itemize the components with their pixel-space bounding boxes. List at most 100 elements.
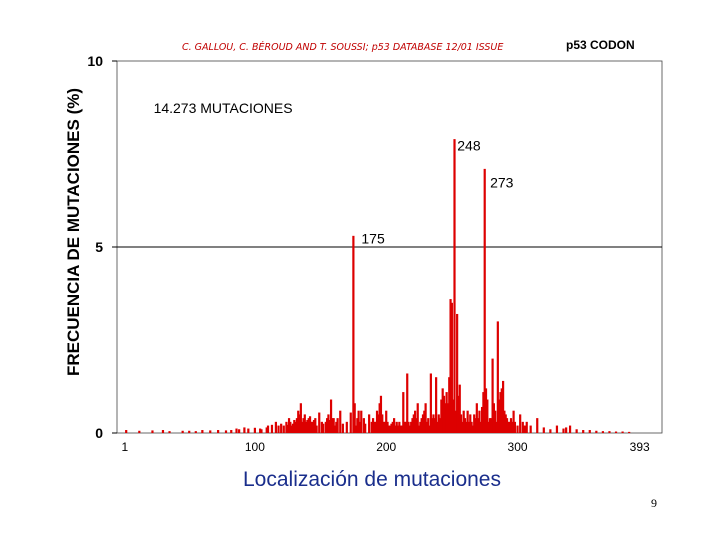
bar-codon-30	[161, 430, 165, 433]
bar-codon-244	[442, 395, 446, 433]
bar-codon-133	[297, 410, 300, 433]
bar-codon-199	[383, 421, 386, 433]
bar-codon-60	[201, 430, 204, 433]
bar-codon-155	[326, 418, 329, 433]
bar-codon-126	[287, 418, 291, 433]
bar-codon-198	[382, 421, 385, 433]
bar-codon-239	[436, 421, 439, 433]
y-tick-label-0: 0	[95, 425, 103, 441]
bar-codon-120	[280, 423, 283, 433]
bar-codon-268	[474, 418, 477, 433]
bar-codon-130	[293, 419, 296, 433]
bar-codon-285	[496, 321, 499, 433]
bar-codon-232	[427, 418, 430, 433]
bar-codon-241	[438, 418, 442, 433]
bar-codon-304	[521, 421, 524, 433]
bar-codon-271	[478, 410, 481, 433]
bar-codon-385	[628, 431, 631, 433]
bar-codon-183	[362, 418, 365, 433]
bar-codon-236	[432, 414, 435, 433]
bar-codon-134	[298, 414, 301, 433]
bar-codon-227	[420, 418, 423, 433]
bar-codon-138	[303, 414, 306, 433]
bar-codon-45	[181, 430, 184, 433]
bar-codon-257	[459, 414, 463, 433]
bar-codon-192	[374, 421, 377, 433]
bar-codon-177	[354, 425, 358, 433]
bar-codon-340	[568, 425, 572, 433]
bar-codon-144	[311, 421, 314, 433]
bar-codon-129	[291, 423, 295, 433]
bar-codon-78	[224, 430, 228, 433]
bar-codon-288	[500, 388, 503, 433]
bar-codon-291	[504, 414, 507, 433]
bar-codon-306	[524, 425, 527, 433]
bar-codon-193	[375, 410, 379, 433]
bar-codon-256	[458, 384, 461, 433]
bar-codon-294	[508, 421, 511, 433]
chart-credit-text: C. GALLOU, C. BÉROUD AND T. SOUSSI; p53 …	[182, 42, 504, 53]
bar-codon-140	[306, 419, 309, 433]
bar-codon-219	[410, 421, 413, 433]
bar-codon-300	[516, 425, 519, 433]
bar-codon-215	[404, 421, 408, 433]
bar-codon-259	[462, 410, 465, 433]
bar-codon-265	[470, 421, 473, 433]
bar-codon-161	[333, 425, 337, 433]
bar-codon-231	[425, 421, 429, 433]
bar-codon-66	[209, 430, 212, 433]
bar-codon-82	[230, 430, 233, 433]
bar-codon-252	[453, 139, 456, 433]
bar-codon-211	[399, 425, 402, 433]
bar-codon-254	[456, 313, 459, 433]
bar-codon-298	[513, 421, 517, 433]
bar-codon-207	[394, 425, 397, 433]
bar-codon-143	[310, 421, 313, 433]
bar-codon-237	[433, 418, 436, 433]
bar-codon-141	[307, 418, 310, 433]
bar-codon-250	[450, 302, 453, 433]
bar-codon-146	[314, 418, 317, 433]
bar-codon-104	[259, 428, 262, 433]
y-tick-label-5: 5	[95, 239, 103, 255]
bar-codon-145	[312, 419, 316, 433]
y-tick-label-10: 10	[87, 53, 103, 69]
bar-codon-201	[386, 421, 389, 433]
x-tick-label-200: 200	[376, 440, 396, 454]
bar-codon-127	[289, 421, 292, 433]
bar-codon-125	[286, 424, 289, 433]
bar-codon-325	[549, 429, 552, 433]
bar-codon-302	[519, 414, 522, 433]
bar-codon-86	[235, 428, 238, 433]
bar-codon-224	[416, 403, 419, 433]
bar-codon-235	[431, 418, 434, 433]
bar-codon-337	[565, 427, 568, 433]
bar-codon-203	[389, 425, 392, 433]
bar-codon-350	[582, 430, 585, 433]
bar-codon-293	[507, 421, 510, 433]
bar-codon-233	[428, 425, 431, 433]
bar-codon-283	[494, 410, 497, 433]
bar-codon-249	[449, 299, 452, 433]
bar-codon-208	[395, 421, 398, 433]
bar-codon-72	[217, 430, 220, 433]
bar-codon-122	[282, 425, 285, 433]
total-mutations-annotation: 14.273 MUTACIONES	[154, 100, 293, 116]
bar-codon-255	[457, 395, 460, 433]
bar-codon-92	[243, 427, 246, 433]
bar-codon-205	[391, 421, 394, 433]
bar-codon-272	[479, 421, 482, 433]
bar-codon-261	[465, 421, 468, 433]
bar-codon-159	[331, 418, 334, 433]
bar-codon-142	[308, 416, 312, 433]
bar-codon-226	[419, 421, 422, 433]
bar-codon-355	[588, 430, 591, 433]
bar-codon-124	[285, 421, 288, 433]
bar-codon-230	[424, 403, 427, 433]
bar-codon-292	[505, 418, 509, 433]
bar-codon-218	[408, 425, 411, 433]
bar-codon-251	[452, 399, 455, 433]
bar-codon-50	[188, 430, 191, 433]
x-tick-label-100: 100	[245, 440, 265, 454]
bar-codon-137	[302, 418, 305, 433]
